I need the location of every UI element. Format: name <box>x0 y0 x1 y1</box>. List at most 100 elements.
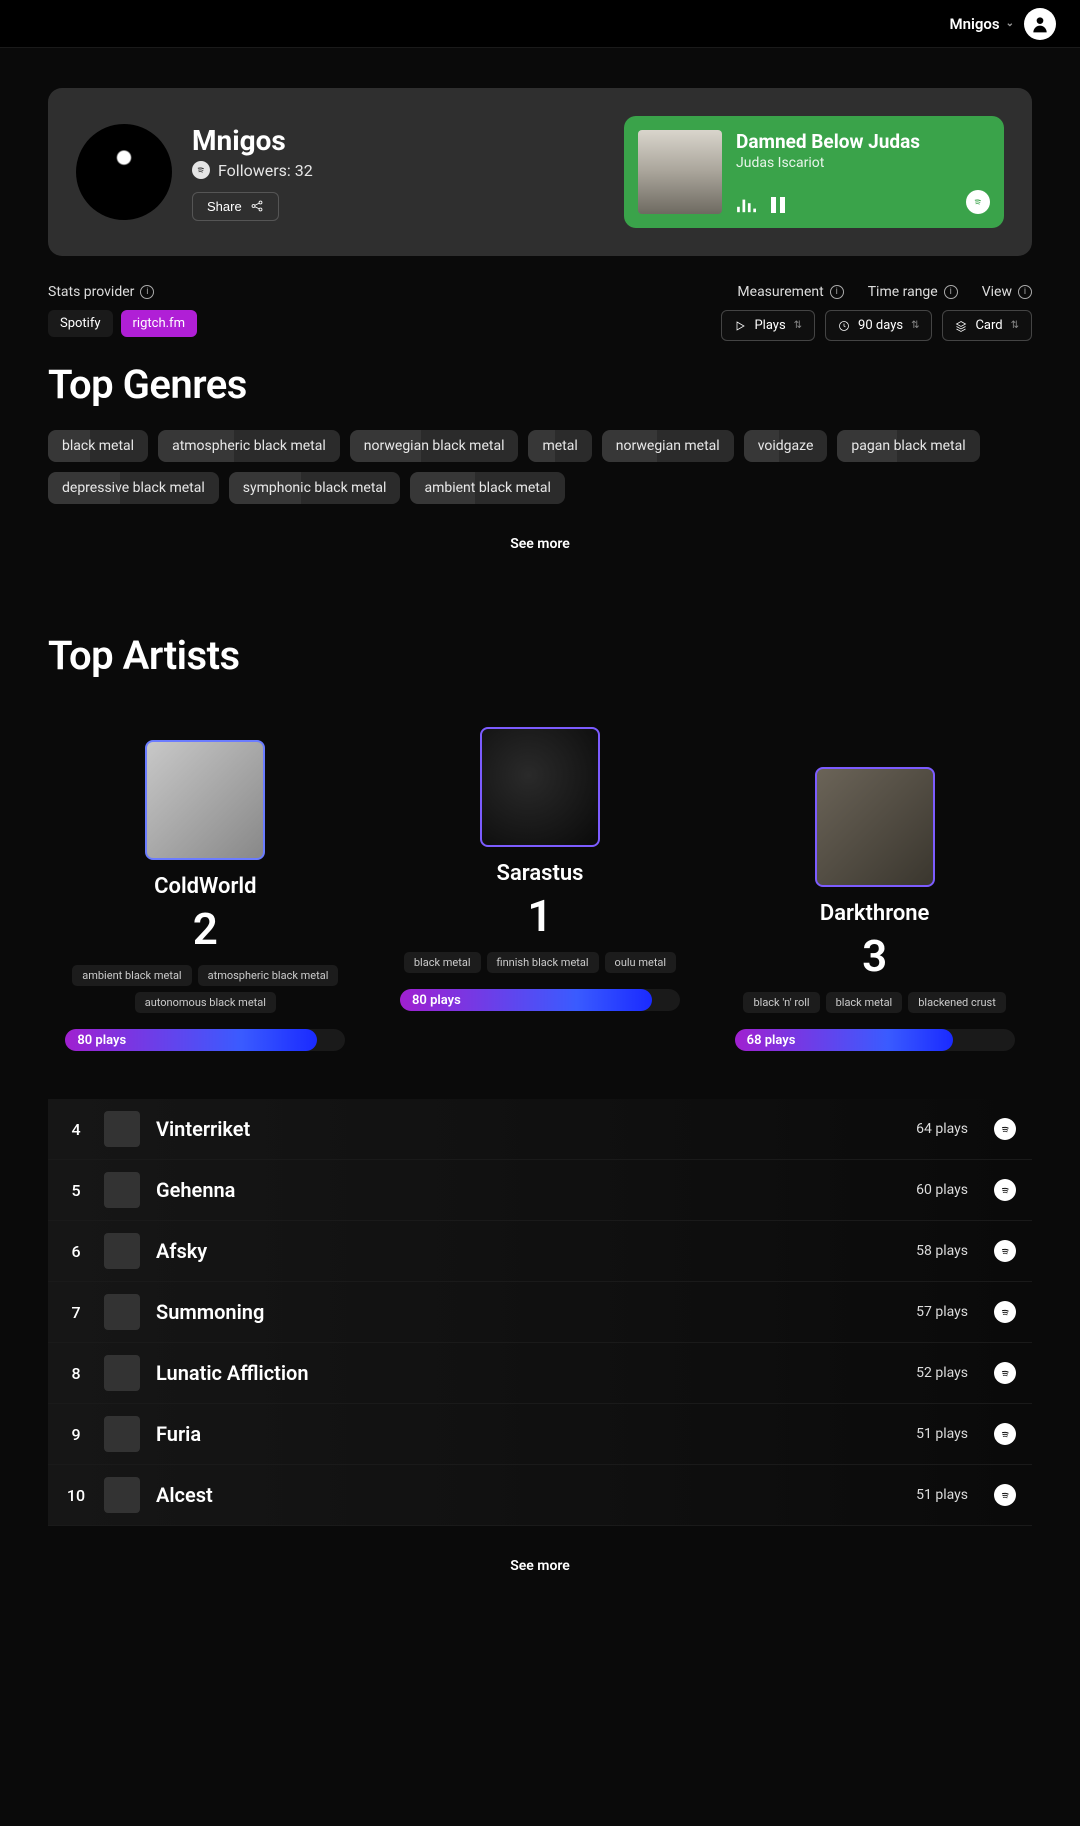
play-icon <box>734 320 746 332</box>
artist-name: Afsky <box>156 1239 900 1263</box>
profile-name: Mnigos <box>192 124 313 157</box>
podium-item[interactable]: ColdWorld 2 ambient black metal atmospher… <box>65 740 345 1051</box>
time-range-select[interactable]: 90 days ⇅ <box>825 310 932 341</box>
genre-pill[interactable]: norwegian metal <box>602 430 734 462</box>
info-icon[interactable]: i <box>140 285 154 299</box>
genre-pill[interactable]: norwegian black metal <box>350 430 519 462</box>
genre-pill[interactable]: black metal <box>48 430 148 462</box>
row-rank: 9 <box>64 1425 88 1444</box>
plays-bar: 68 plays <box>735 1029 1015 1051</box>
genre-pill[interactable]: metal <box>528 430 591 462</box>
topbar-username: Mnigos <box>949 15 999 33</box>
see-more-genres[interactable]: See more <box>48 536 1032 552</box>
podium-item[interactable]: Darkthrone 3 black 'n' roll black metalbl… <box>735 737 1015 1051</box>
provider-chip[interactable]: Spotify <box>48 310 113 337</box>
pause-icon[interactable] <box>770 196 786 214</box>
tag[interactable]: ambient black metal <box>72 965 191 986</box>
artist-thumb <box>104 1416 140 1452</box>
spotify-icon[interactable] <box>994 1118 1016 1140</box>
info-icon[interactable]: i <box>830 285 844 299</box>
artist-rank: 2 <box>193 903 218 955</box>
spotify-icon[interactable] <box>994 1484 1016 1506</box>
top-artists-title: Top Artists <box>48 632 1032 679</box>
podium-item[interactable]: Sarastus 1 black metal finnish black meta… <box>400 727 680 1051</box>
equalizer-icon <box>736 196 758 214</box>
artist-name: Gehenna <box>156 1178 900 1202</box>
artist-name: Darkthrone <box>820 901 930 926</box>
artist-name: Summoning <box>156 1300 900 1324</box>
caret-icon: ⇅ <box>911 320 919 331</box>
genre-list: black metal atmospheric black metal norweg… <box>48 430 1032 504</box>
artist-name: Sarastus <box>497 861 584 886</box>
artist-row[interactable]: 6 Afsky 58 plays <box>48 1221 1032 1282</box>
now-playing-title: Damned Below Judas <box>736 130 990 153</box>
genre-pill[interactable]: voidgaze <box>744 430 828 462</box>
artist-thumb <box>104 1172 140 1208</box>
time-range-label: Time rangei <box>868 284 958 300</box>
provider-chip[interactable]: rigtch.fm <box>121 310 197 337</box>
spotify-icon[interactable] <box>994 1423 1016 1445</box>
artist-image <box>145 740 265 860</box>
artist-row[interactable]: 8 Lunatic Affliction 52 plays <box>48 1343 1032 1404</box>
genre-pill[interactable]: symphonic black metal <box>229 472 401 504</box>
share-button[interactable]: Share <box>192 192 279 221</box>
artist-tags: black 'n' roll black metalblackened crust <box>743 992 1005 1013</box>
stats-provider-label: Stats provider i <box>48 284 197 300</box>
artist-name: Alcest <box>156 1483 900 1507</box>
spotify-icon[interactable] <box>966 190 990 214</box>
row-rank: 5 <box>64 1181 88 1200</box>
tag[interactable]: black metal <box>826 992 903 1013</box>
artist-row[interactable]: 7 Summoning 57 plays <box>48 1282 1032 1343</box>
artist-rank: 3 <box>862 930 887 982</box>
artist-row[interactable]: 10 Alcest 51 plays <box>48 1465 1032 1526</box>
info-icon[interactable]: i <box>944 285 958 299</box>
artist-name: ColdWorld <box>154 874 256 899</box>
artist-row[interactable]: 9 Furia 51 plays <box>48 1404 1032 1465</box>
artist-row[interactable]: 5 Gehenna 60 plays <box>48 1160 1032 1221</box>
plays-count: 57 plays <box>916 1304 968 1320</box>
topbar-avatar[interactable] <box>1024 8 1056 40</box>
info-icon[interactable]: i <box>1018 285 1032 299</box>
spotify-icon[interactable] <box>994 1179 1016 1201</box>
genre-pill[interactable]: atmospheric black metal <box>158 430 340 462</box>
plays-bar: 80 plays <box>65 1029 345 1051</box>
spotify-icon[interactable] <box>994 1301 1016 1323</box>
spotify-icon[interactable] <box>994 1362 1016 1384</box>
clock-icon <box>838 320 850 332</box>
artist-image <box>815 767 935 887</box>
tag[interactable]: black 'n' roll <box>743 992 819 1013</box>
tag[interactable]: finnish black metal <box>487 952 599 973</box>
artist-rank: 1 <box>527 890 552 942</box>
podium-row: ColdWorld 2 ambient black metal atmospher… <box>48 727 1032 1051</box>
caret-icon: ⇅ <box>794 320 802 331</box>
artist-thumb <box>104 1294 140 1330</box>
tag[interactable]: atmospheric black metal <box>198 965 339 986</box>
tag[interactable]: oulu metal <box>605 952 677 973</box>
genre-pill[interactable]: depressive black metal <box>48 472 219 504</box>
tag[interactable]: black metal <box>404 952 481 973</box>
see-more-artists[interactable]: See more <box>48 1558 1032 1574</box>
topbar-user-menu[interactable]: Mnigos ⌄ <box>949 15 1014 33</box>
spotify-icon[interactable] <box>994 1240 1016 1262</box>
view-label: Viewi <box>982 284 1032 300</box>
plays-count: 51 plays <box>916 1426 968 1442</box>
artist-rows: 4 Vinterriket 64 plays 5 Gehenna 60 play… <box>48 1099 1032 1526</box>
profile-avatar[interactable] <box>76 124 172 220</box>
row-rank: 10 <box>64 1486 88 1505</box>
measurement-select[interactable]: Plays ⇅ <box>721 310 815 341</box>
artist-row[interactable]: 4 Vinterriket 64 plays <box>48 1099 1032 1160</box>
chevron-down-icon: ⌄ <box>1006 18 1014 29</box>
measurement-label: Measurementi <box>737 284 843 300</box>
caret-icon: ⇅ <box>1011 320 1019 331</box>
spotify-icon <box>192 161 210 179</box>
share-label: Share <box>207 199 242 214</box>
now-playing-card[interactable]: Damned Below Judas Judas Iscariot <box>624 116 1004 228</box>
genre-pill[interactable]: pagan black metal <box>837 430 979 462</box>
tag[interactable]: blackened crust <box>908 992 1006 1013</box>
artist-tags: black metal finnish black metal oulu metal <box>404 952 676 973</box>
row-rank: 7 <box>64 1303 88 1322</box>
plays-count: 58 plays <box>916 1243 968 1259</box>
tag[interactable]: autonomous black metal <box>135 992 276 1013</box>
view-select[interactable]: Card ⇅ <box>942 310 1032 341</box>
genre-pill[interactable]: ambient black metal <box>410 472 564 504</box>
